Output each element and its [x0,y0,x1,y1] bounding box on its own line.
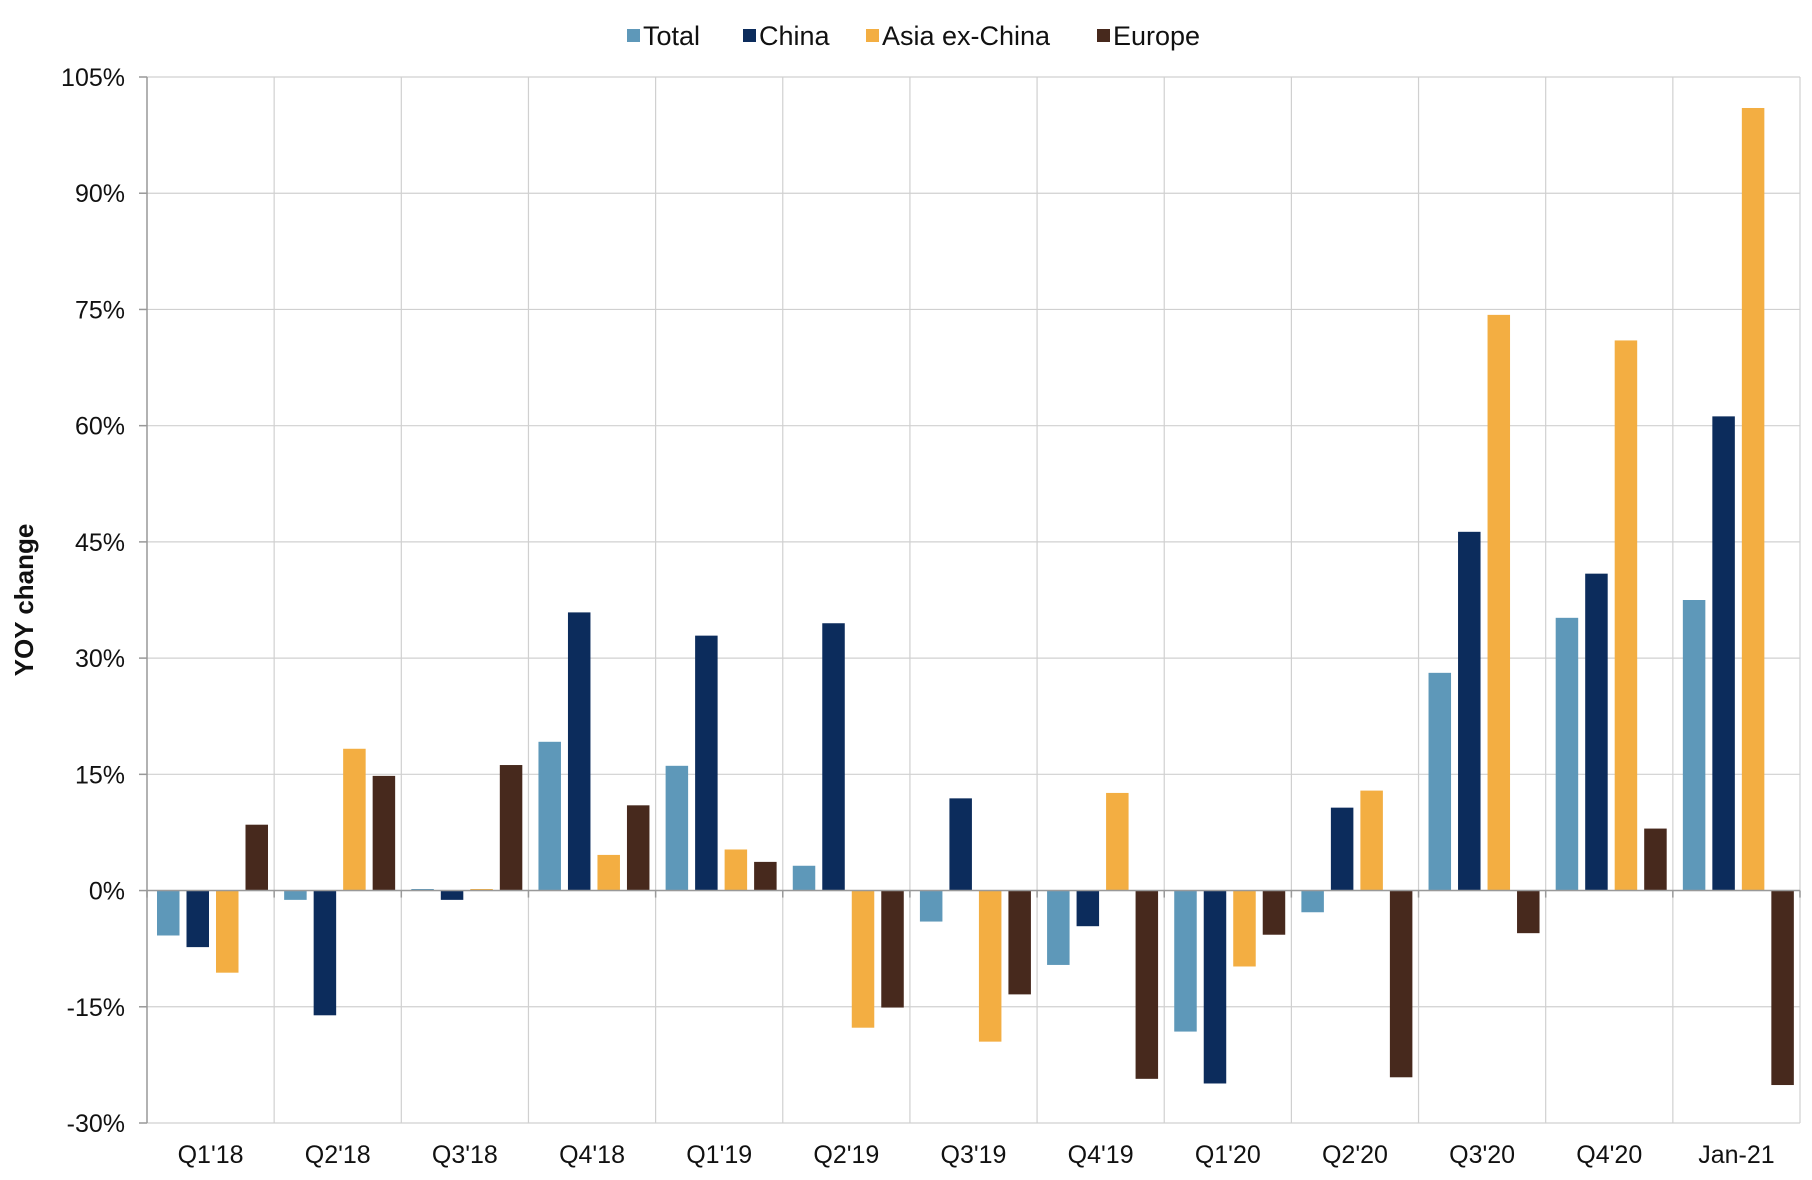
bar-asia-ex-china [1741,107,1765,891]
x-tick-label: Q2'19 [813,1141,879,1169]
bar-total [1682,600,1706,891]
bar-asia-ex-china [724,849,748,891]
bar-europe [1389,890,1413,1078]
bar-china [1203,890,1227,1084]
bar-total [284,890,307,900]
bar-europe [1644,828,1667,891]
bar-europe [245,824,268,891]
x-tick-label: Q3'20 [1449,1141,1515,1169]
legend-label: Europe [1113,21,1200,51]
bar-asia-ex-china [1487,314,1511,891]
bar-china [1712,416,1735,891]
y-tick-label: 30% [75,645,125,673]
legend-swatch [866,29,879,42]
legend: Total China Asia ex-China Europe [627,21,1200,51]
bar-total [1555,617,1579,891]
bar-total [792,865,816,891]
y-tick-label: 0% [89,878,125,906]
x-tick-label: Q4'18 [559,1141,625,1169]
bar-china [695,635,718,891]
legend-label: China [759,21,831,51]
bar-china [440,890,464,900]
bar-china [313,890,337,1016]
bar-asia-ex-china [597,854,620,891]
bar-total [1428,672,1452,891]
bar-asia-ex-china [470,889,493,891]
bar-asia-ex-china [1233,890,1256,967]
bar-total [1301,890,1324,913]
y-tick-label: 75% [75,296,125,324]
bar-china [1330,807,1354,891]
bar-china [186,890,209,948]
x-tick-label: Q2'18 [305,1141,371,1169]
y-tick-labels: -30% -15% 0% 15% 30% 45% 60% 75% 90% 105% [61,64,125,1138]
axes [139,76,1801,1124]
bar-asia-ex-china [1106,792,1129,891]
bar-total [1174,890,1197,1032]
bar-europe [1008,890,1031,995]
x-tick-label: Jan-21 [1698,1141,1774,1169]
y-tick-label: 15% [75,761,125,789]
bar-asia-ex-china [216,890,239,973]
bar-europe [626,805,650,891]
bar-total [411,889,434,891]
legend-swatch [627,29,640,42]
gridlines [147,76,1801,1124]
x-tick-label: Q1'19 [686,1141,752,1169]
bar-total [665,765,689,891]
bar-asia-ex-china [978,890,1002,1042]
bar-asia-ex-china [1614,340,1638,891]
y-tick-label: 45% [75,529,125,557]
x-tick-label: Q3'19 [941,1141,1007,1169]
x-tick-labels: Q1'18 Q2'18 Q3'18 Q4'18 Q1'19 Q2'19 Q3'19 Q4'19… [178,1141,1775,1169]
bar-europe [1517,890,1540,934]
bar-europe [754,861,777,891]
bar-asia-ex-china [343,748,366,891]
bar-total [157,890,180,936]
bar-europe [499,765,523,891]
x-tick-label: Q4'19 [1068,1141,1134,1169]
bars [157,107,1794,1086]
y-axis-title: YOY change [9,524,39,677]
legend-label: Asia ex-China [882,21,1051,51]
bar-total [1047,890,1070,965]
legend-swatch [1097,29,1110,42]
bar-europe [1771,890,1794,1086]
y-tick-label: -30% [67,1110,125,1138]
bar-total [538,741,561,891]
bar-asia-ex-china [851,890,875,1028]
bar-europe [1135,890,1159,1079]
bar-total [919,890,943,922]
legend-swatch [743,29,756,42]
bar-china [1076,890,1100,927]
bar-asia-ex-china [1360,790,1383,891]
bar-china [567,612,591,891]
bar-europe [372,775,396,891]
bar-china [949,798,972,891]
x-tick-label: Q4'20 [1576,1141,1642,1169]
x-tick-label: Q1'20 [1195,1141,1261,1169]
bar-china [822,623,845,891]
x-tick-label: Q2'20 [1322,1141,1388,1169]
bar-china [1585,573,1608,891]
bar-europe [1262,890,1286,935]
x-tick-label: Q3'18 [432,1141,498,1169]
bar-europe [881,890,904,1008]
y-tick-label: 105% [61,64,125,92]
y-tick-label: -15% [67,994,125,1022]
bar-china [1458,531,1481,891]
y-tick-label: 60% [75,413,125,441]
x-tick-label: Q1'18 [178,1141,244,1169]
y-tick-label: 90% [75,180,125,208]
legend-label: Total [643,21,700,51]
